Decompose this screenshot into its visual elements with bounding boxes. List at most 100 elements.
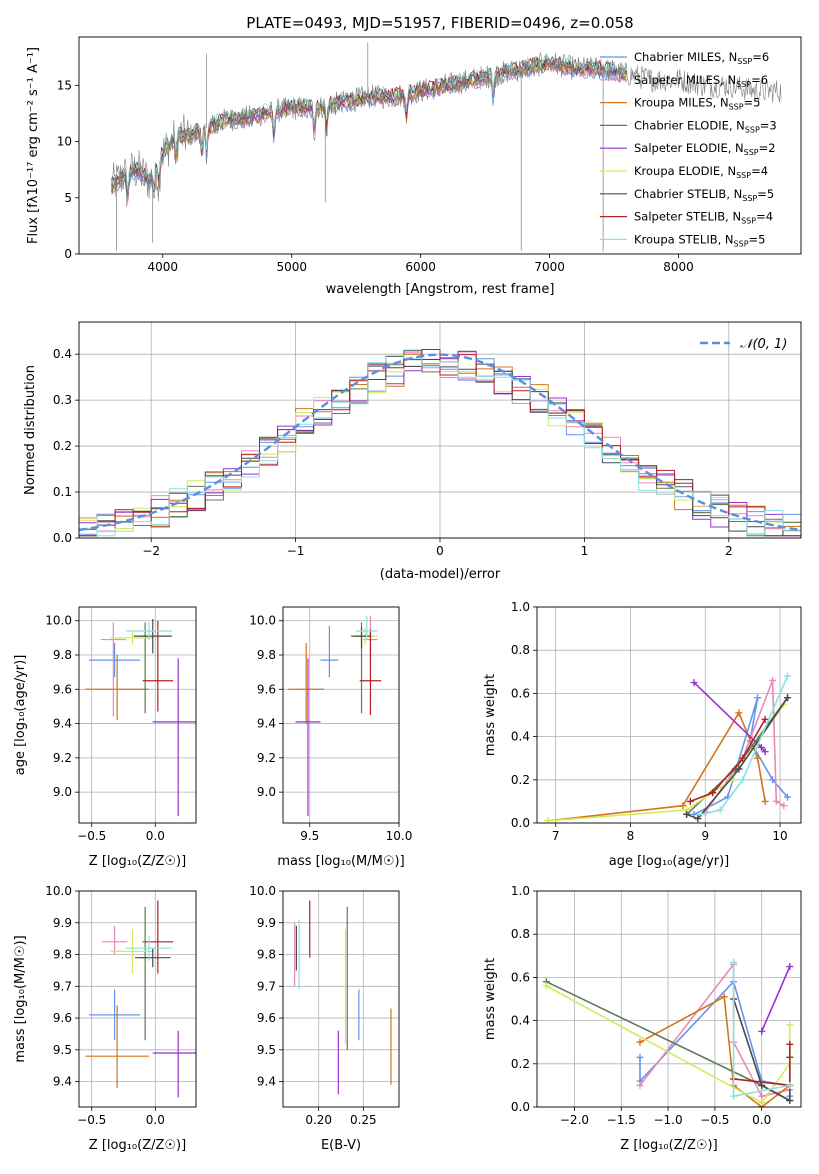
legend-label: Salpeter STELIB, N [634, 210, 741, 224]
legend-entry: Kroupa STELIB, NSSP=5 [634, 232, 765, 248]
y-tick-label: 9.5 [53, 1043, 72, 1057]
age_vs_Z-plot-area [85, 619, 196, 817]
y-tick-label: 9.0 [257, 785, 276, 799]
weight-marker [757, 743, 765, 751]
error-bar-point [288, 643, 325, 724]
error-bar-point [320, 625, 339, 678]
x-tick-label: 8000 [663, 260, 694, 274]
x-tick-label: 10.0 [386, 829, 413, 843]
x-tick-label: −0.5 [77, 1113, 106, 1127]
x-tick-label: −1 [287, 544, 305, 558]
legend-entry: Chabrier STELIB, NSSP=5 [634, 187, 774, 203]
legend-label: Kroupa STELIB, N [634, 232, 734, 246]
age_vs_Z-panel: −0.5 0.0 9.0 9.2 9.4 9.6 9.8 10.0 Z [log₁₀(Z/Z☉)… [13, 606, 197, 869]
legend-entry: Salpeter ELODIE, NSSP=2 [634, 141, 776, 157]
weight-series [544, 709, 769, 823]
weight-series [698, 672, 792, 818]
weight_vs_Z-frame [536, 890, 802, 1108]
weight-marker [716, 806, 724, 814]
legend-label: Chabrier ELODIE, N [634, 118, 745, 132]
x-tick-label: 8 [627, 829, 635, 843]
error-bar-point [89, 643, 141, 678]
x-axis-label: wavelength [Angstrom, rest frame] [326, 282, 555, 297]
y-tick-label: 10 [57, 135, 72, 149]
weight-marker [739, 754, 747, 762]
y-axis-label: Normed distribution [23, 365, 38, 495]
weight-line [690, 718, 766, 803]
y-tick-label: 0.8 [511, 927, 530, 941]
error-bar-point [138, 906, 152, 1041]
x-tick-label: 9 [701, 829, 709, 843]
error-bar-point [89, 989, 141, 1041]
weight-marker [761, 748, 769, 756]
weight-marker [636, 1038, 644, 1046]
y-tick-label: 5 [64, 191, 72, 205]
x-axis-label: (data-model)/error [380, 567, 501, 582]
weight-marker [761, 715, 769, 723]
legend-nssp: =5 [749, 232, 766, 246]
legend-label: Salpeter ELODIE, N [634, 141, 744, 155]
y-tick-label: 9.9 [257, 916, 276, 930]
y-axis-label: Flux [fλ10⁻¹⁷ erg cm⁻² s⁻¹ A⁻¹] [26, 47, 41, 244]
legend-label: Chabrier STELIB, N [634, 187, 742, 201]
legend-label: Kroupa ELODIE, N [634, 164, 736, 178]
mass_vs_Z-plot-area [85, 900, 196, 1098]
weight-marker [786, 1081, 794, 1089]
legend-entry: Chabrier ELODIE, NSSP=3 [634, 118, 777, 134]
y-tick-label: 9.6 [257, 1011, 276, 1025]
error-bar-point [110, 929, 155, 974]
x-tick-label: −1.0 [653, 1113, 682, 1127]
x-tick-label: −1.5 [607, 1113, 636, 1127]
y-tick-label: 1.0 [511, 600, 530, 614]
age_vs_mass-panel: 9.5 10.0 9.0 9.2 9.4 9.6 9.8 10.0 mass [log₁₀(M/… [249, 606, 413, 869]
y-tick-label: 0 [64, 247, 72, 261]
y-tick-label: 0.4 [511, 730, 530, 744]
weight-marker [542, 982, 550, 990]
y-tick-label: 0.6 [511, 686, 530, 700]
weight-marker [758, 1027, 766, 1035]
model-spectrum-line [110, 56, 605, 192]
weight-marker [709, 789, 717, 797]
residuals-panel: −2 −1 0 1 2 0.0 0.1 0.2 0.3 0.4 (data-model)/error… [23, 321, 802, 582]
weight-marker [786, 963, 794, 971]
weight-marker [784, 793, 792, 801]
x-axis-label: Z [log₁₀(Z/Z☉)] [89, 854, 186, 869]
model-spectrum-line [111, 56, 628, 194]
legend-nssp: =6 [752, 50, 769, 64]
legend-entry: Kroupa MILES, NSSP=5 [634, 96, 760, 112]
y-tick-label: 9.6 [53, 682, 72, 696]
weight-line [704, 680, 785, 813]
x-axis-label: mass [log₁₀(M/M☉)] [277, 854, 404, 869]
legend-entry: Salpeter MILES, NSSP=6 [634, 73, 768, 89]
weight-marker [690, 679, 698, 687]
weight-marker [686, 797, 694, 805]
weight-marker [769, 676, 777, 684]
error-bar-point [142, 620, 174, 712]
weight-line [701, 675, 789, 816]
model-spectrum-line [110, 58, 628, 196]
y-tick-label: 9.2 [257, 751, 276, 765]
y-tick-label: 10.0 [249, 614, 276, 628]
x-tick-label: 0.0 [146, 1113, 165, 1127]
error-bar-point [126, 622, 172, 640]
y-tick-label: 9.9 [53, 916, 72, 930]
y-tick-label: 9.4 [257, 717, 276, 731]
x-tick-label: 5000 [276, 260, 307, 274]
legend-subscript: SSP [744, 148, 759, 157]
y-tick-label: 9.8 [257, 948, 276, 962]
weight-marker [786, 1097, 794, 1105]
y-tick-label: 9.8 [53, 948, 72, 962]
legend-nssp: =2 [759, 141, 776, 155]
y-tick-label: 10.0 [45, 884, 72, 898]
weight-line [760, 966, 791, 1032]
legend-nssp: =4 [751, 164, 768, 178]
y-tick-label: 9.8 [53, 648, 72, 662]
y-tick-label: 0.4 [53, 347, 72, 361]
y-axis-label: mass weight [483, 958, 498, 1040]
error-bar-point [152, 658, 196, 817]
weight-marker [758, 1099, 766, 1107]
legend-nssp: =4 [756, 210, 773, 224]
model-spectrum-line [111, 53, 628, 193]
weight-marker [694, 815, 702, 823]
